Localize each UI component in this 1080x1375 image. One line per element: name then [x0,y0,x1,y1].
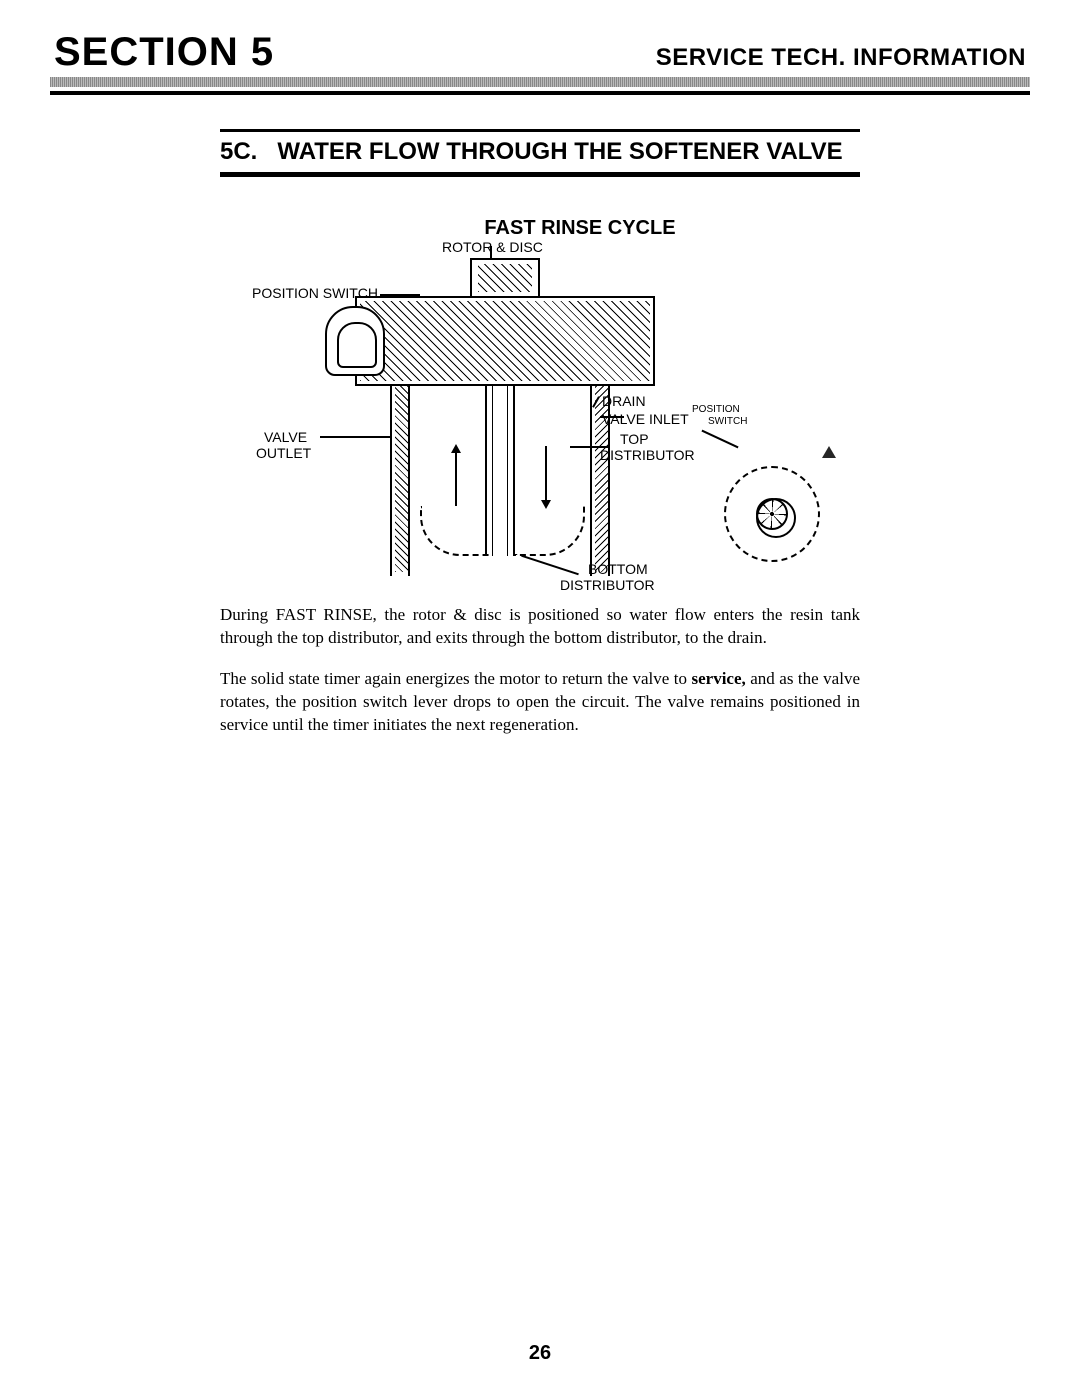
header-right-label: SERVICE TECH. INFORMATION [656,44,1026,72]
diagram-arrow-down [545,446,547,506]
diagram-arrowhead-up [451,444,461,453]
leader-bottom-distributor [521,555,579,575]
diagram-tank-left-wall [390,386,410,576]
page-container: SECTION 5 SERVICE TECH. INFORMATION 5C. … [0,0,1080,785]
label-distributor-bottom: DISTRIBUTOR [560,578,655,593]
figure-area: FAST RINSE CYCLE [220,217,860,586]
diagram-position-switch-hub [756,498,788,530]
label-valve-outlet-2: OUTLET [256,446,311,461]
subsection-number: 5C. [220,138,257,165]
diagram-arrowhead-down [541,500,551,509]
paragraph-2-pre: The solid state timer again energizes th… [220,669,691,688]
figure-title: FAST RINSE CYCLE [300,217,860,240]
diagram-valve-body-hatch [360,301,650,381]
page-number: 26 [0,1342,1080,1365]
diagram-rotor-cap-hatch [478,264,532,292]
diagram-flow-arc-right [515,506,585,556]
subsection-heading: 5C. WATER FLOW THROUGH THE SOFTENER VALV… [220,129,860,177]
subsection-title: 5C. WATER FLOW THROUGH THE SOFTENER VALV… [220,132,860,172]
subsection-title-text: WATER FLOW THROUGH THE SOFTENER VALVE [277,138,842,165]
label-distributor-top: DISTRIBUTOR [600,448,695,463]
body-text: During FAST RINSE, the rotor & disc is p… [220,604,860,737]
section-label: SECTION 5 [54,30,274,75]
leader-valve-outlet [320,436,390,438]
label-valve-inlet: VALVE INLET [602,412,689,427]
diagram-arrow-marker [822,446,836,458]
valve-diagram: ROTOR & DISC POSITION SWITCH VALVE OUTLE… [260,246,820,586]
diagram-center-tube-inner [492,386,508,556]
leader-position-switch [380,294,420,296]
paragraph-2-bold: service, [691,669,745,688]
header-double-rule [50,91,1030,95]
diagram-flow-arc-left [420,506,490,556]
label-position-switch-left: POSITION SWITCH [252,286,378,301]
paragraph-1: During FAST RINSE, the rotor & disc is p… [220,604,860,650]
label-rotor-disc: ROTOR & DISC [442,240,543,255]
label-position-small: POSITION [692,404,740,415]
paragraph-2: The solid state timer again energizes th… [220,668,860,737]
page-header: SECTION 5 SERVICE TECH. INFORMATION [50,30,1030,75]
label-top: TOP [620,432,649,447]
label-drain: DRAIN [602,394,646,409]
diagram-position-switch-dome [325,306,385,376]
label-bottom: BOTTOM [588,562,648,577]
leader-position-switch-right [701,430,738,449]
label-valve-outlet-1: VALVE [264,430,307,445]
label-switch-small: SWITCH [708,416,747,427]
header-texture-bar [50,77,1030,87]
subsection-rule-bottom [220,172,860,177]
diagram-arrow-up [455,446,457,506]
